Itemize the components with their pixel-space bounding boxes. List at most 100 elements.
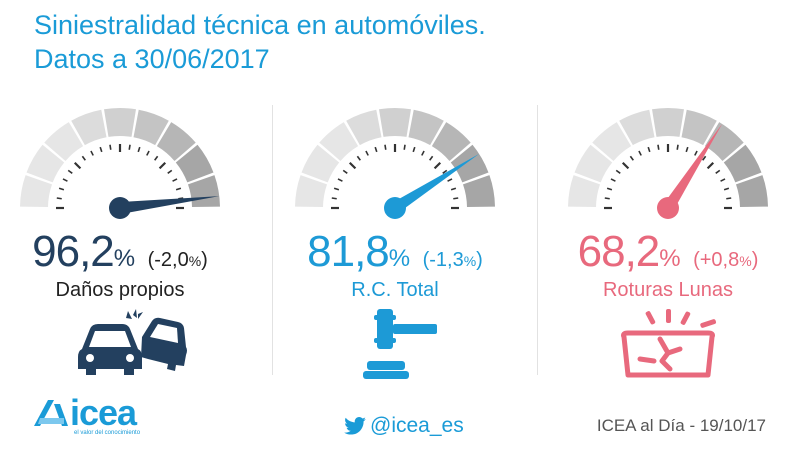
gauge-tick [348,161,357,170]
gauge-tick [337,178,343,182]
gauge-segment [301,144,340,183]
gauge-tick [447,178,453,182]
gauge-value: 96,2 [32,227,115,276]
gauge-needle [391,153,480,214]
gauge-segment [408,109,444,146]
gauge-tick [604,197,610,200]
gauge-tick [56,197,62,200]
gauge-tick [167,169,173,174]
gauge-needle-hub [384,197,406,219]
gauge-tick [702,155,707,161]
gauge-tick [384,144,387,150]
gauge-segment [723,144,762,183]
separator [272,105,273,375]
gauge-tick [90,150,94,156]
gauge-needle-hub [657,197,679,219]
gauge-rc-total [295,108,495,219]
brand-name: icea [70,392,137,433]
gauge-tick [450,187,457,191]
gauge-tick [154,155,159,161]
gauge-tick [610,178,616,182]
percent-sign: % [739,253,752,269]
gauge-tick [67,169,73,174]
gauge-change-value: +0,8 [699,249,740,271]
gauge-change-value: -2,0 [154,249,189,271]
gauge-segment [175,144,214,183]
gauge-tick [453,197,459,200]
gauge-tick [175,187,182,191]
gauge-tick [81,155,86,161]
percent-sign: % [388,245,411,272]
gauge-tick [58,187,65,191]
gauge-value: 68,2 [577,227,661,276]
gauge-tick [706,161,715,170]
gauge-tick [429,155,434,161]
gauge-tick [720,178,726,182]
gauge-segment [704,122,744,161]
gauge-needle-hub [109,197,131,219]
brand-tagline: el valor del conocimiento [74,430,141,436]
gauge-danos-propios [20,108,220,219]
gauge-tick [342,169,348,174]
gauge-tick [723,187,730,191]
percent-sign: % [463,253,477,269]
gauge-tick [685,146,689,153]
gauge-tick [442,169,448,174]
gauge-tick [146,150,150,156]
value-row: 81,8% (-1,3%) [275,227,515,277]
gauge-value: 81,8 [307,227,390,276]
gauge-segment [379,108,411,137]
gauge-tick [128,144,131,150]
gauge-segment [735,175,768,207]
gauge-segment [619,109,655,146]
gauge-tick [172,178,178,182]
percent-sign: % [659,245,681,272]
gauge-tick [676,144,679,150]
gauge-roturas-lunas [568,108,768,219]
gauge-tick [374,146,378,153]
gauge-panel-roturas-lunas: 68,2% (+0,8%) Roturas Lunas [548,104,788,394]
gauge-change: (-2,0%) [147,249,208,271]
gauge-change: (+0,8%) [693,249,759,271]
gauge-needle [119,196,220,214]
gauge-label: Daños propios [55,279,185,301]
gauge-tick [421,150,425,156]
gauge-segment [156,122,196,161]
gauge-tick [615,169,621,174]
gauge-tick [403,144,406,150]
gauge-tick [726,197,732,200]
twitter-link[interactable]: @icea_es [344,414,464,438]
percent-sign: % [113,245,136,272]
gauge-label: R.C. Total [351,279,439,301]
gauge-tick [412,146,416,153]
gauge-segment [44,122,84,161]
gauge-tick [647,146,651,153]
separator [537,105,538,375]
gauge-segment [319,122,359,161]
gauge-tick [433,161,442,170]
footer-date: ICEA al Día - 19/10/17 [596,416,766,435]
title-line-2: Datos a 30/06/2017 [34,44,270,74]
gauge-segment [20,175,53,207]
chart-title: Siniestralidad técnica en automóviles. D… [34,8,486,76]
gauge-needle [662,123,723,212]
gauge-label: Roturas Lunas [602,279,734,301]
gauge-tick [606,187,613,191]
gauge-segment [681,109,717,146]
icea-logo-mark [34,400,68,426]
value-row: 96,2% (-2,0%) [0,227,240,277]
gauge-segment [574,144,613,183]
value-row: 68,2% (+0,8%) [548,227,788,277]
gauge-segment [133,109,169,146]
gauge-segment [450,144,489,183]
gauge-change-value: -1,3 [429,249,464,271]
gauge-segment [295,175,328,207]
gauge-segment [652,108,684,137]
gavel-icon [363,309,437,379]
gauge-segment [462,175,495,207]
gauge-tick [356,155,361,161]
icea-logo: icea el valor del conocimiento [34,392,174,442]
gauge-segment [346,109,382,146]
car-crash-icon [78,309,187,375]
gauge-tick [109,144,112,150]
